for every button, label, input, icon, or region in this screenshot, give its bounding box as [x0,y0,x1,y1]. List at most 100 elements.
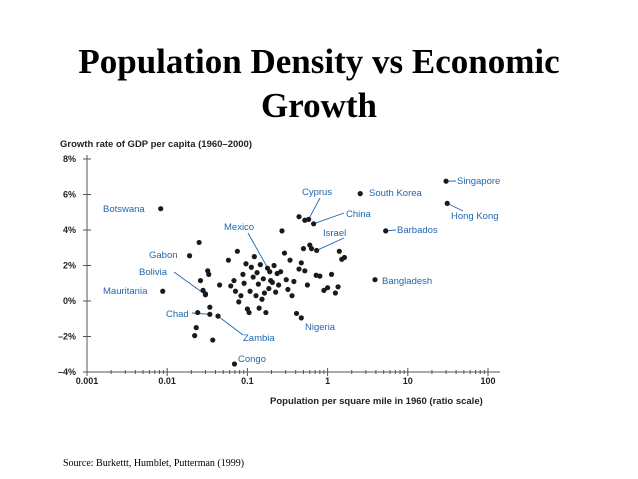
x-tick-label: 1 [325,376,330,386]
y-axis-title: Growth rate of GDP per capita (1960–2000… [60,139,252,150]
data-point [289,293,295,299]
data-point-labeled [215,313,221,319]
data-point [251,254,257,260]
country-label: Mauritania [103,286,148,297]
data-point [250,274,256,280]
data-point [192,333,198,339]
data-point [206,271,212,277]
data-point [336,248,342,254]
data-point [259,296,265,302]
country-label: Congo [238,354,266,365]
country-label: Bolivia [139,267,168,278]
data-point [248,264,254,270]
data-point [231,277,237,284]
data-point [253,293,259,299]
country-label: Gabon [149,250,178,261]
data-point [261,290,268,296]
data-points [158,178,450,367]
data-point [278,269,284,275]
data-point [210,337,216,343]
label-leader-line [217,315,244,336]
data-point [196,239,202,246]
y-tick-label: 0% [63,296,76,306]
slide-title-line1: Population Density vs Economic [78,42,560,81]
y-tick-label: 6% [63,190,76,200]
data-point [300,246,307,252]
country-label: Israel [323,228,346,239]
country-label: Botswana [103,204,145,215]
data-point-labeled [306,216,312,222]
data-point [238,293,244,299]
slide-title: Population Density vs Economic Growth [0,40,638,128]
x-tick-label: 0.1 [241,376,254,386]
data-point [269,279,276,285]
data-point [225,257,232,263]
country-labels: Botswana Gabon Bolivia Mauritania Chad Zambia… [103,176,500,365]
data-point [321,287,327,293]
data-point-labeled [444,200,450,206]
x-axis-title: Population per square mile in 1960 (rati… [270,396,483,407]
y-tick-label: –2% [58,332,76,342]
label-leader-line [447,202,464,212]
data-point [266,285,272,292]
label-leader-lines [173,180,464,336]
country-label: Zambia [243,333,275,344]
data-point [287,257,293,263]
label-leader-line [308,197,321,220]
country-label: Bangladesh [382,276,432,287]
data-point [273,289,279,295]
data-point-labeled [158,206,164,212]
data-point [240,271,246,277]
country-label: South Korea [369,188,423,199]
country-label: Singapore [457,176,500,187]
data-point [241,280,247,286]
data-point [255,281,261,287]
x-tick-label: 0.001 [76,376,99,386]
data-point [308,246,315,252]
data-point [254,270,260,276]
country-label: Barbados [397,225,438,236]
slide-title-line2: Growth [260,86,378,125]
data-point-labeled [160,288,166,294]
data-point [263,309,269,316]
y-tick-label: 8% [63,154,76,164]
x-tick-label: 0.01 [158,376,176,386]
data-point [281,250,288,256]
country-label: Chad [166,309,189,320]
data-point [234,248,240,254]
data-point [298,260,304,266]
data-point [236,299,242,305]
data-point-labeled [202,292,209,298]
data-point [232,288,239,294]
country-label: Hong Kong [451,211,499,222]
data-point [296,214,302,220]
data-point [195,309,201,316]
label-leader-line [191,312,210,315]
data-point-labeled [314,247,320,254]
label-leader-line [316,237,345,251]
data-point [283,277,289,283]
chart-axes: 8% 6% 4% 2% 0% –2% –4%0.001 0.01 0.1 1 10 100 Growth… [58,139,500,407]
data-point-labeled [357,191,363,197]
data-point [341,254,348,261]
data-point [247,288,253,294]
data-point-labeled [372,277,378,283]
country-label: Mexico [224,222,254,233]
label-leader-line [247,232,271,272]
data-point-labeled [231,361,238,367]
data-point-labeled [186,253,193,259]
data-point [279,228,285,234]
data-point [207,304,213,310]
country-label: Nigeria [305,322,336,333]
data-point-labeled [311,221,317,227]
data-point [256,305,262,311]
label-leader-line [173,271,206,296]
data-point [293,310,300,317]
data-point [325,285,331,291]
data-point [246,309,252,316]
data-point [328,271,335,277]
data-point [285,286,291,293]
x-tick-label: 100 [480,376,495,386]
data-point [317,273,323,279]
